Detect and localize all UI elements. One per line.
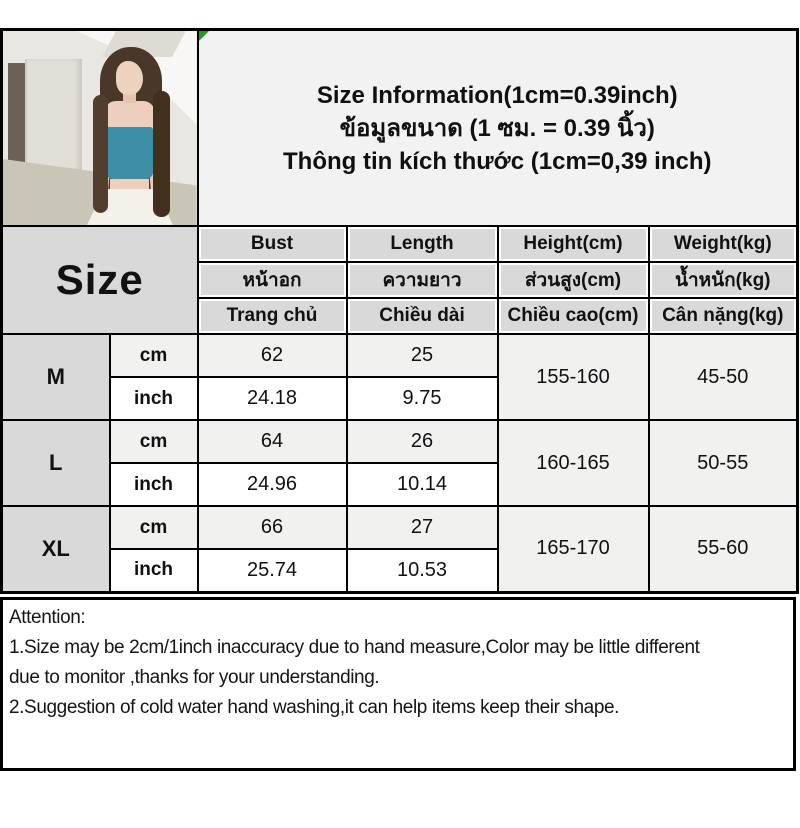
model-face (116, 61, 143, 95)
length-cm-value: 25 (345, 333, 499, 378)
attention-note: Attention: 1.Size may be 2cm/1inch inacc… (0, 596, 796, 771)
unit-inch: inch (108, 462, 199, 507)
unit-inch: inch (108, 376, 199, 421)
col-header-height-th: ส่วนสูง(cm) (496, 261, 650, 299)
col-header-weight-vi: Cân nặng(kg) (647, 297, 799, 335)
green-corner-marker-icon (199, 31, 209, 41)
col-header-weight-en: Weight(kg) (647, 225, 799, 263)
bust-inch-value: 24.96 (196, 462, 348, 507)
attention-line: 2.Suggestion of cold water hand washing,… (9, 696, 620, 718)
length-inch-value: 9.75 (345, 376, 499, 421)
size-label-m: M (0, 333, 111, 421)
attention-line: 1.Size may be 2cm/1inch inaccuracy due t… (9, 636, 700, 658)
table-row: inch 24.18 9.75 (2, 376, 798, 421)
door-opening-shape (8, 63, 25, 185)
length-cm-value: 26 (345, 419, 499, 464)
title-english: Size Information(1cm=0.39inch) (316, 81, 678, 109)
table-row: inch 24.96 10.14 (2, 462, 798, 507)
col-header-bust-th: หน้าอก (196, 261, 348, 299)
attention-heading: Attention: (9, 606, 86, 628)
col-header-length-th: ความยาว (345, 261, 499, 299)
height-range: 160-165 (496, 419, 650, 507)
hair-strand-right (153, 91, 170, 217)
title-thai: ข้อมูลขนาด (1 ซม. = 0.39 นิ้ว) (339, 114, 655, 142)
bust-cm-value: 66 (196, 505, 348, 550)
attention-line: due to monitor ,thanks for your understa… (9, 666, 380, 688)
table-row: inch 25.74 10.53 (2, 548, 798, 593)
title-cell: Size Information(1cm=0.39inch) ข้อมูลขนา… (196, 28, 799, 227)
unit-cm: cm (108, 505, 199, 550)
product-photo (0, 28, 199, 227)
table-row: M cm 62 25 155-160 45-50 (0, 333, 799, 421)
unit-cm: cm (108, 419, 199, 464)
bust-inch-value: 24.18 (196, 376, 348, 421)
size-chart-sheet: Size Information(1cm=0.39inch) ข้อมูลขนา… (0, 28, 800, 771)
model-midriff (110, 179, 149, 191)
length-inch-value: 10.53 (345, 548, 499, 593)
teal-tube-top (106, 127, 153, 179)
weight-range: 50-55 (647, 419, 799, 507)
product-photo-scene (3, 31, 196, 225)
col-header-length-en: Length (345, 225, 499, 263)
bust-cm-value: 64 (196, 419, 348, 464)
unit-cm: cm (108, 333, 199, 378)
unit-inch: inch (108, 548, 199, 593)
bust-cm-value: 62 (196, 333, 348, 378)
height-range: 165-170 (496, 505, 650, 593)
model-chest (106, 113, 153, 131)
size-table: Size Information(1cm=0.39inch) ข้อมูลขนา… (0, 28, 800, 594)
col-header-bust-vi: Trang chủ (196, 297, 348, 335)
size-label-xl: XL (0, 505, 111, 593)
weight-range: 45-50 (647, 333, 799, 421)
title-vietnamese: Thông tin kích thước (1cm=0,39 inch) (283, 147, 712, 175)
length-cm-value: 27 (345, 505, 499, 550)
bust-inch-value: 25.74 (196, 548, 348, 593)
col-header-height-vi: Chiều cao(cm) (496, 297, 650, 335)
hair-strand-left (93, 95, 108, 213)
col-header-weight-th: น้ำหนัก(kg) (647, 261, 799, 299)
height-range: 155-160 (496, 333, 650, 421)
table-row: XL cm 66 27 165-170 55-60 (0, 505, 799, 593)
col-header-height-en: Height(cm) (496, 225, 650, 263)
weight-range: 55-60 (647, 505, 799, 593)
length-inch-value: 10.14 (345, 462, 499, 507)
table-row: L cm 64 26 160-165 50-55 (0, 419, 799, 507)
size-header: Size (0, 225, 199, 335)
col-header-length-vi: Chiều dài (345, 297, 499, 335)
col-header-bust-en: Bust (196, 225, 348, 263)
size-label-l: L (0, 419, 111, 507)
